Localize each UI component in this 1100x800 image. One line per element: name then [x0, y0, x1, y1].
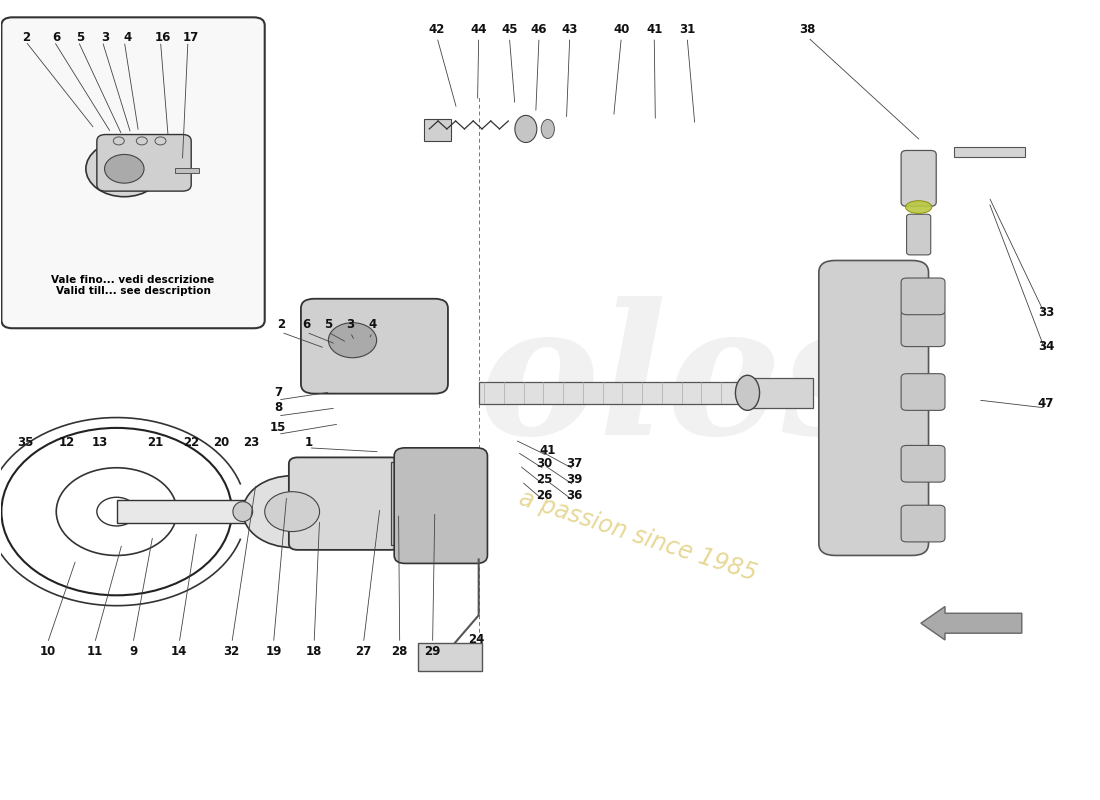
FancyBboxPatch shape	[901, 278, 945, 314]
Text: 15: 15	[270, 422, 286, 434]
Bar	[418, 643, 482, 671]
Text: 28: 28	[392, 645, 408, 658]
FancyBboxPatch shape	[901, 310, 945, 346]
Circle shape	[104, 154, 144, 183]
Text: 7: 7	[274, 386, 282, 398]
Text: a passion since 1985: a passion since 1985	[516, 486, 760, 586]
Text: 10: 10	[40, 645, 56, 658]
Text: 29: 29	[425, 645, 441, 658]
Text: 18: 18	[306, 645, 322, 658]
Text: 46: 46	[531, 22, 548, 36]
Text: 2: 2	[23, 30, 31, 44]
Text: 2: 2	[277, 318, 285, 330]
Text: 43: 43	[562, 22, 578, 36]
Text: 36: 36	[566, 489, 582, 502]
Text: 33: 33	[1037, 306, 1054, 319]
Text: 6: 6	[302, 318, 310, 330]
Ellipse shape	[541, 119, 554, 138]
Text: 31: 31	[679, 22, 695, 36]
FancyBboxPatch shape	[906, 214, 931, 255]
FancyArrow shape	[921, 606, 1022, 640]
Text: 8: 8	[274, 402, 282, 414]
Text: 9: 9	[129, 645, 138, 658]
Bar	[748, 378, 813, 408]
Text: 42: 42	[429, 22, 446, 36]
Text: 19: 19	[265, 645, 282, 658]
Text: 14: 14	[170, 645, 187, 658]
Circle shape	[243, 476, 341, 547]
Text: 38: 38	[800, 22, 816, 36]
FancyBboxPatch shape	[901, 446, 945, 482]
Text: 16: 16	[154, 30, 170, 44]
Text: 39: 39	[566, 474, 582, 486]
Circle shape	[309, 308, 396, 372]
Text: 32: 32	[223, 645, 240, 658]
Text: 3: 3	[346, 318, 354, 330]
Bar	[390, 462, 407, 545]
FancyBboxPatch shape	[1, 18, 265, 328]
Ellipse shape	[515, 115, 537, 142]
Circle shape	[265, 492, 320, 531]
Text: 3: 3	[101, 30, 110, 44]
FancyBboxPatch shape	[289, 458, 399, 550]
Text: 44: 44	[471, 22, 487, 36]
Text: 5: 5	[324, 318, 332, 330]
Text: 41: 41	[646, 22, 662, 36]
Text: 11: 11	[87, 645, 102, 658]
Text: 34: 34	[1037, 340, 1054, 353]
Text: oles: oles	[478, 296, 884, 472]
Bar	[424, 118, 451, 141]
Bar	[117, 501, 249, 522]
Circle shape	[113, 137, 124, 145]
Circle shape	[155, 137, 166, 145]
Ellipse shape	[233, 502, 253, 522]
FancyBboxPatch shape	[901, 374, 945, 410]
Text: 13: 13	[92, 436, 108, 449]
Ellipse shape	[736, 375, 760, 410]
FancyBboxPatch shape	[901, 150, 936, 206]
Text: 5: 5	[76, 30, 85, 44]
FancyBboxPatch shape	[901, 506, 945, 542]
Text: 26: 26	[537, 489, 552, 502]
Text: 17: 17	[183, 30, 199, 44]
FancyBboxPatch shape	[301, 298, 448, 394]
FancyBboxPatch shape	[394, 448, 487, 563]
FancyBboxPatch shape	[97, 134, 191, 191]
Bar	[175, 168, 199, 173]
Circle shape	[86, 141, 163, 197]
Text: 35: 35	[18, 436, 34, 449]
Text: 40: 40	[613, 22, 629, 36]
Text: 30: 30	[537, 458, 552, 470]
Text: 12: 12	[59, 436, 75, 449]
Text: 23: 23	[243, 436, 260, 449]
Circle shape	[136, 137, 147, 145]
Text: 6: 6	[52, 30, 60, 44]
Bar	[954, 147, 1025, 157]
Text: 22: 22	[183, 436, 199, 449]
Text: 20: 20	[212, 436, 229, 449]
Text: 4: 4	[123, 30, 132, 44]
Text: 47: 47	[1037, 398, 1054, 410]
FancyBboxPatch shape	[818, 261, 928, 555]
Text: 27: 27	[355, 645, 372, 658]
Text: 41: 41	[540, 444, 556, 457]
Text: 37: 37	[566, 458, 582, 470]
Circle shape	[329, 322, 376, 358]
Text: 24: 24	[469, 633, 485, 646]
Ellipse shape	[905, 201, 932, 214]
Text: Vale fino... vedi descrizione
Valid till... see description: Vale fino... vedi descrizione Valid till…	[52, 274, 214, 296]
Text: 1: 1	[305, 436, 312, 449]
Bar	[478, 382, 748, 404]
Text: 45: 45	[502, 22, 518, 36]
Text: 4: 4	[368, 318, 376, 330]
Text: 21: 21	[147, 436, 163, 449]
Text: 25: 25	[537, 474, 552, 486]
